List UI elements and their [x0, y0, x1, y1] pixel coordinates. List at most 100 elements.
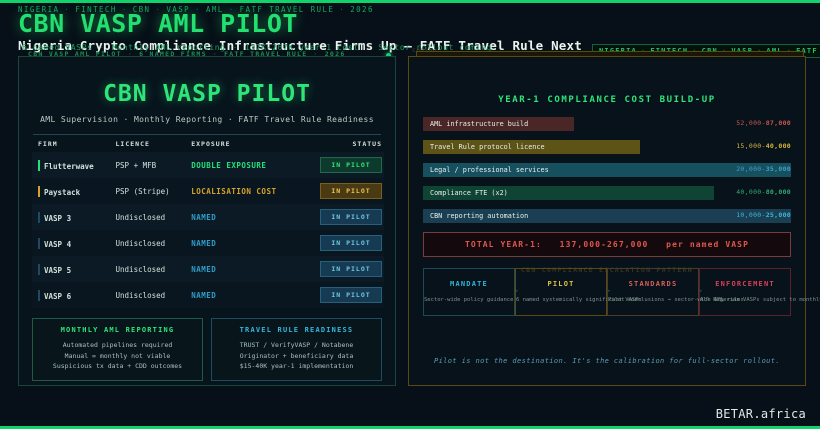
escalation-stage-label: MANDATE	[450, 280, 488, 288]
cell-exposure: NAMED	[191, 264, 217, 274]
table-row[interactable]: Flutterwave PSP + MFB DOUBLE EXPOSURE IN PI…	[32, 152, 384, 178]
cell-status: IN PILOT	[299, 204, 384, 230]
top-ticker-text: NIGERIA · FINTECH · CBN · VASP · AML · FATF TRAVEL…	[18, 5, 374, 14]
cell-licence: Undisclosed	[115, 238, 166, 248]
cell-status: IN PILOT	[299, 282, 384, 308]
bar-row: CBN reporting automation 10,000-25,000	[423, 209, 791, 223]
total-cost-value: 137,000-267,000	[559, 240, 649, 249]
left-panel-subtitle: AML Supervision · Monthly Reporting · FA…	[40, 115, 374, 124]
table-row[interactable]: VASP 4 Undisclosed NAMED IN PILOT	[32, 230, 384, 256]
total-cost-callout: TOTAL YEAR-1: 137,000-267,000 per named …	[423, 232, 791, 257]
bar-value-label: 40,000-80,000	[736, 188, 791, 196]
divider	[33, 134, 381, 135]
vasp-table: FIRM LICENCE EXPOSURE STATUS Flutterwave PSP…	[32, 135, 384, 308]
monthly-aml-reporting-box: MONTHLY AML REPORTING Automated pipeline…	[32, 318, 203, 382]
cell-firm: VASP 3	[32, 204, 110, 230]
cost-bar-chart: AML infrastructure build 52,000-87,000 Tra…	[423, 117, 791, 223]
bar-label: CBN reporting automation	[430, 212, 529, 220]
table-row[interactable]: VASP 3 Undisclosed NAMED IN PILOT	[32, 204, 384, 230]
table-row[interactable]: Paystack PSP (Stripe) LOCALISATION COST IN …	[32, 178, 384, 204]
cell-licence: PSP (Stripe)	[115, 186, 170, 196]
bar-label: Travel Rule protocol licence	[430, 143, 545, 151]
codigo-label: codigo	[412, 47, 437, 54]
vasp-pilot-panel: CBN VASP PILOT AML Supervision · Monthly…	[18, 56, 396, 386]
escalation-stage-label: STANDARDS	[628, 280, 678, 288]
cell-firm: VASP 4	[32, 230, 110, 256]
escalation-stage-text: All Nigerian VASPs subject to monthly AM…	[700, 297, 820, 303]
escalation-stage-standards[interactable]: STANDARDS Pilot conclusions → sector-wide…	[607, 268, 744, 316]
page-title: CBN VASP AML PILOT	[18, 9, 298, 38]
cell-firm: VASP 5	[32, 256, 110, 282]
cell-exposure: DOUBLE EXPOSURE	[191, 160, 267, 170]
escalation-stage-text: 6 named systemically significant VASPs	[516, 297, 642, 303]
escalation-stage-enforcement[interactable]: ENFORCEMENT All Nigerian VASPs subject to…	[699, 268, 820, 316]
monthly-aml-reporting-lines: Automated pipelines required Manual = mon…	[52, 341, 183, 371]
cell-firm: Flutterwave	[32, 152, 110, 178]
bar: Travel Rule protocol licence	[423, 140, 641, 154]
page-subtitle: Nigeria Crypto Compliance Infrastructure…	[18, 38, 582, 54]
escalation-stage-label: PILOT	[547, 280, 575, 288]
sub-ticker-secondary-text: CBN VASP AML PILOT · 6 NAMED FIRMS · FATF TR…	[28, 50, 346, 58]
bar-label: AML infrastructure build	[430, 120, 529, 128]
bar-row: Travel Rule protocol licence 15,000-40,00…	[423, 140, 791, 154]
total-cost-suffix: per named VASP	[666, 240, 749, 249]
status-badge[interactable]: IN PILOT	[320, 157, 382, 173]
live-status-dot	[386, 53, 391, 58]
bar-value-label: 10,000-25,000	[736, 211, 791, 219]
table-row[interactable]: VASP 6 Undisclosed NAMED IN PILOT	[32, 282, 384, 308]
top-ticker: NIGERIA · FINTECH · CBN · VASP · AML · FATF TRAVEL…	[18, 5, 820, 14]
bar: Compliance FTE (x2)	[423, 186, 714, 200]
compliance-cost-panel: YEAR-1 COMPLIANCE COST BUILD-UP AML infr…	[408, 56, 820, 386]
monthly-aml-reporting-heading: MONTHLY AML REPORTING	[60, 326, 175, 334]
bar-row: Compliance FTE (x2) 40,000-80,000	[423, 186, 791, 200]
cell-licence: PSP + MFB	[115, 160, 157, 170]
cell-exposure: NAMED	[191, 212, 217, 222]
escalation-grid: MANDATE Sector-wide policy guidance > PILOT…	[423, 268, 820, 316]
escalation-stage-pilot[interactable]: PILOT 6 named systemically significant VA…	[515, 268, 642, 316]
cell-licence: Undisclosed	[115, 212, 166, 222]
travel-rule-readiness-box: TRAVEL RULE READINESS TRUST / VerifyVASP…	[211, 318, 382, 382]
travel-rule-readiness-lines: TRUST / VerifyVASP / Notabene Originator …	[239, 341, 354, 371]
cell-status: IN PILOT	[299, 230, 384, 256]
bar: CBN reporting automation	[423, 209, 791, 223]
escalation-stage-text: Sector-wide policy guidance	[424, 297, 514, 303]
status-badge[interactable]: IN PILOT	[320, 235, 382, 251]
escalation-stage-text: Pilot conclusions → sector-wide AML rule…	[608, 297, 744, 303]
sub-ticker-primary-text: 6 named VASPs · Monthly AML reporting · 137K…	[22, 43, 492, 52]
status-badge[interactable]: IN PILOT	[320, 287, 382, 303]
escalation-pattern: CBN COMPLIANCE ESCALATION PATTERN MANDAT…	[423, 266, 820, 316]
column-header-licence: LICENCE	[115, 140, 150, 148]
status-badge[interactable]: IN PILOT	[320, 209, 382, 225]
cell-exposure: NAMED	[191, 290, 217, 300]
sub-ticker-primary: 6 named VASPs · Monthly AML reporting · 137K…	[22, 43, 820, 52]
sub-ticker-secondary: CBN VASP AML PILOT · 6 NAMED FIRMS · FATF TR…	[28, 50, 346, 58]
travel-rule-readiness-heading: TRAVEL RULE READINESS	[239, 326, 354, 334]
cell-status: IN PILOT	[299, 178, 384, 204]
bar-label: Legal / professional services	[430, 166, 549, 174]
left-panel-title: CBN VASP PILOT	[103, 81, 311, 107]
cell-exposure: LOCALISATION COST	[191, 186, 277, 196]
bar-row: AML infrastructure build 52,000-87,000	[423, 117, 791, 131]
bar: AML infrastructure build	[423, 117, 574, 131]
kicker-quote: Pilot is not the destination. It's the c…	[433, 357, 781, 365]
cell-licence: Undisclosed	[115, 264, 166, 274]
cell-firm: VASP 6	[32, 282, 110, 308]
column-header-status: STATUS	[352, 140, 382, 148]
bar-value-label: 15,000-40,000	[736, 142, 791, 150]
column-header-exposure: EXPOSURE	[191, 140, 231, 148]
bar-value-label: 52,000-87,000	[736, 119, 791, 127]
bar-label: Compliance FTE (x2)	[430, 189, 508, 197]
status-badge[interactable]: IN PILOT	[320, 261, 382, 277]
bar-value-label: 20,000-35,000	[736, 165, 791, 173]
bar: Legal / professional services	[423, 163, 791, 177]
total-cost-label: TOTAL YEAR-1:	[464, 240, 542, 249]
table-row[interactable]: VASP 5 Undisclosed NAMED IN PILOT	[32, 256, 384, 282]
cell-status: IN PILOT	[299, 152, 384, 178]
brand-wordmark: BETAR.africa	[715, 407, 806, 421]
column-header-firm: FIRM	[38, 140, 58, 148]
status-badge[interactable]: IN PILOT	[320, 183, 382, 199]
escalation-stage-mandate[interactable]: MANDATE Sector-wide policy guidance >	[423, 268, 518, 316]
chart-title: YEAR-1 COMPLIANCE COST BUILD-UP	[498, 95, 716, 105]
cell-licence: Undisclosed	[115, 290, 166, 300]
